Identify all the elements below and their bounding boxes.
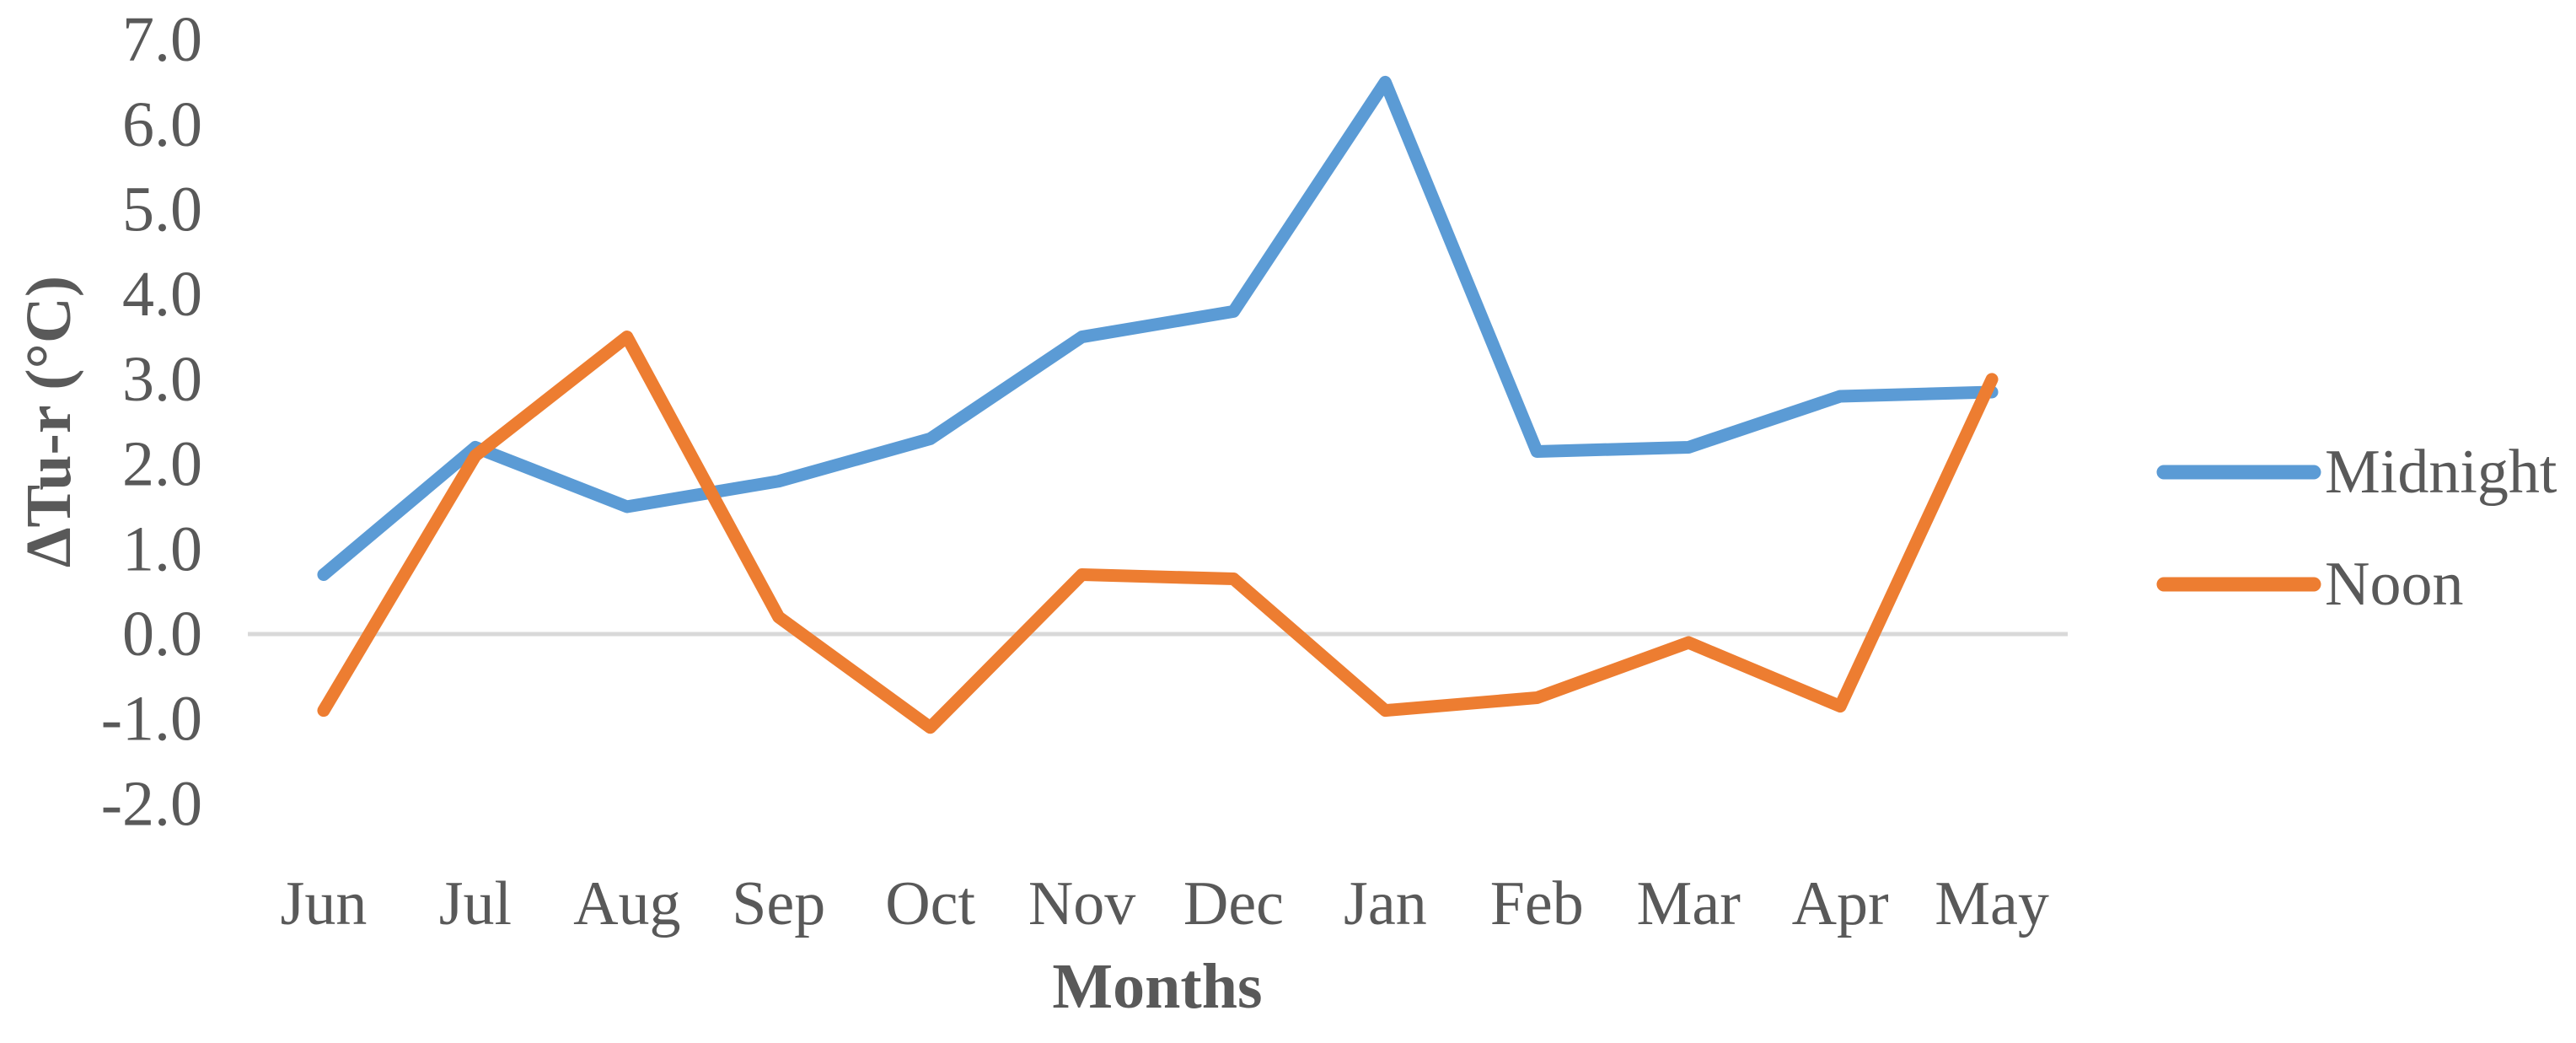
x-tick-label-nov: Nov — [1028, 869, 1135, 938]
x-tick-label-mar: Mar — [1637, 869, 1741, 938]
y-tick-label: 5.0 — [122, 175, 202, 245]
noon-series-line — [317, 331, 1999, 734]
legend-midnight-label: Midnight — [2325, 438, 2557, 507]
x-tick-label-jan: Jan — [1344, 869, 1427, 938]
data-series-lines — [317, 75, 1999, 734]
y-tick-label: 3.0 — [122, 344, 202, 415]
x-tick-label-sep: Sep — [732, 869, 825, 938]
x-tick-label-apr: Apr — [1792, 869, 1889, 938]
chart-legend: Midnight Noon — [2156, 438, 2557, 619]
y-tick-label: -1.0 — [101, 684, 202, 755]
y-tick-label: 4.0 — [122, 259, 202, 330]
y-axis-tick-labels: 7.0 6.0 5.0 4.0 3.0 2.0 1.0 0.0 -1.0 -2.0 — [101, 4, 202, 839]
legend-noon-label: Noon — [2325, 550, 2463, 619]
x-tick-label-feb: Feb — [1490, 869, 1584, 938]
x-tick-label-oct: Oct — [885, 869, 975, 938]
x-tick-label-may: May — [1935, 869, 2049, 938]
y-tick-label: 7.0 — [122, 4, 202, 75]
x-axis-title: Months — [1052, 951, 1262, 1022]
x-tick-label-aug: Aug — [573, 869, 680, 938]
y-tick-label: 0.0 — [122, 599, 202, 669]
y-tick-label: 1.0 — [122, 513, 202, 584]
y-tick-label: 6.0 — [122, 89, 202, 160]
x-axis-month-labels: Jun Jul Aug Sep Oct Nov Dec Jan Feb Mar Apr May — [281, 869, 2049, 938]
y-tick-label: 2.0 — [122, 429, 202, 500]
y-axis-title: ΔTu-r (°C) — [13, 276, 84, 567]
midnight-series-line — [317, 75, 1999, 582]
x-tick-label-jun: Jun — [281, 869, 368, 938]
x-tick-label-dec: Dec — [1183, 869, 1284, 938]
x-tick-label-jul: Jul — [439, 869, 512, 938]
y-tick-label: -2.0 — [101, 768, 202, 839]
